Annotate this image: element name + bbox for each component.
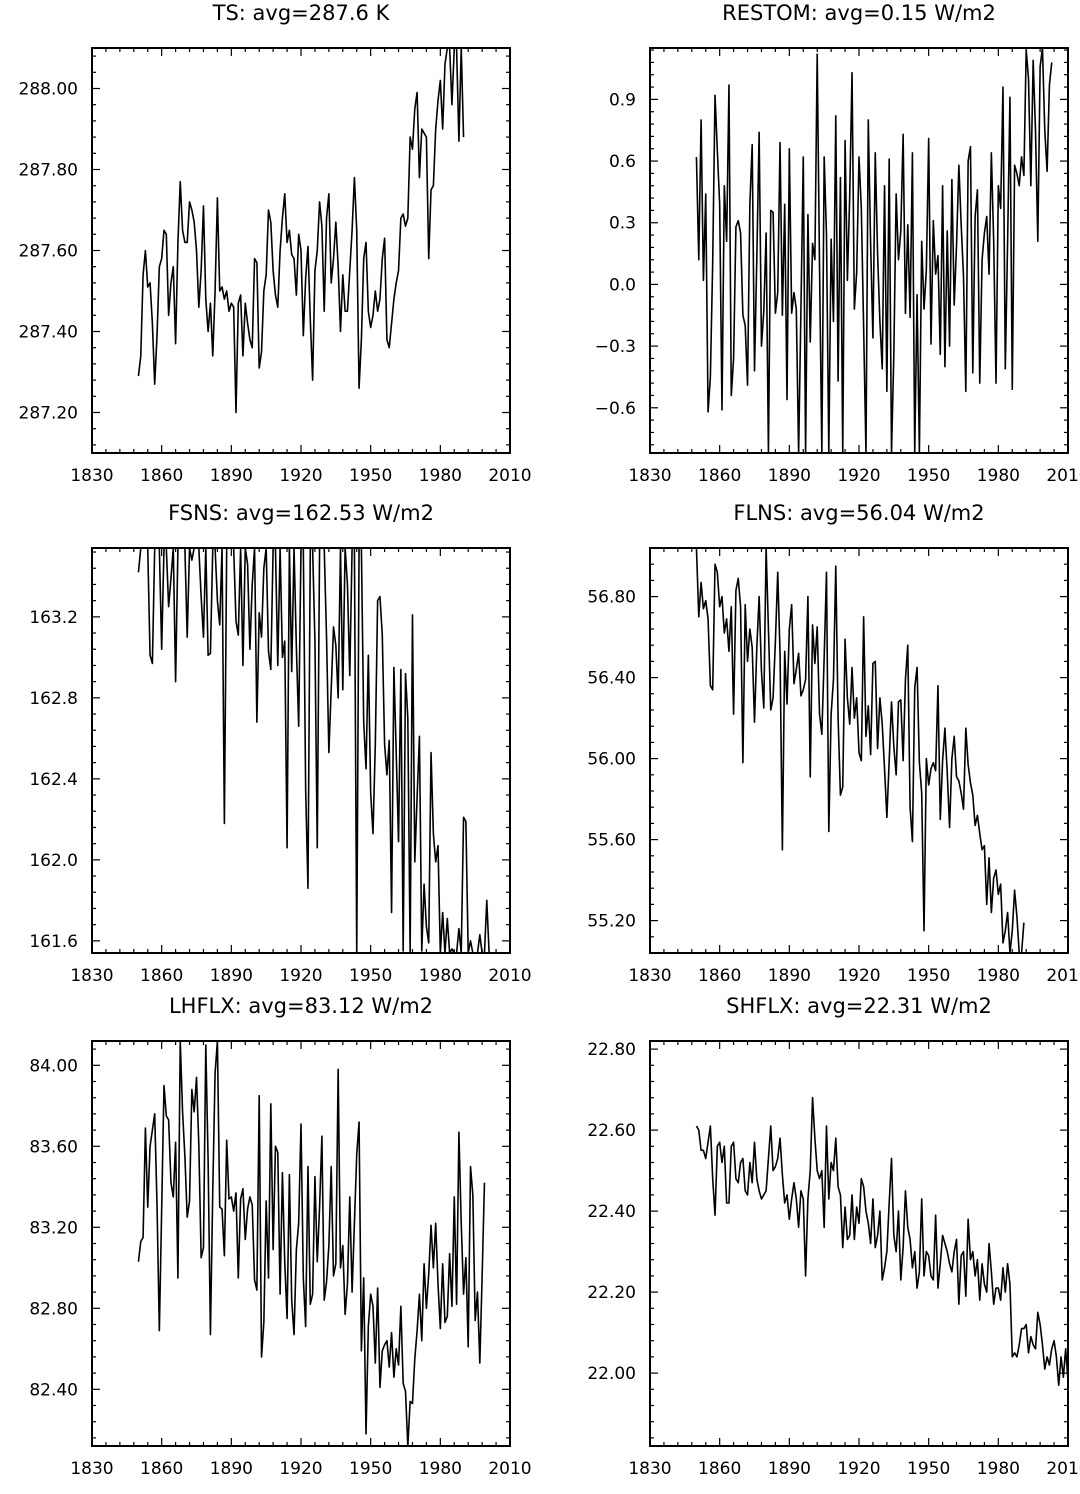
x-tick-label: 1980 — [977, 1459, 1020, 1479]
x-tick-label: 1890 — [210, 1459, 253, 1479]
x-tick-label: 1950 — [349, 466, 392, 486]
y-tick-label: 82.80 — [29, 1299, 78, 1319]
y-tick-label: 162.4 — [29, 770, 78, 790]
x-tick-label: 1860 — [140, 1459, 183, 1479]
y-tick-label: 287.20 — [19, 404, 78, 424]
x-tick-label: 2010 — [488, 966, 531, 986]
x-tick-label: 1980 — [419, 966, 462, 986]
x-tick-label: 1860 — [698, 1459, 741, 1479]
y-tick-label: 0.0 — [609, 275, 636, 295]
x-tick-label: 1950 — [349, 1459, 392, 1479]
x-tick-label: 1830 — [70, 966, 113, 986]
x-tick-label: 1890 — [768, 1459, 811, 1479]
x-tick-label: 1920 — [279, 466, 322, 486]
x-tick-label: 1980 — [419, 1459, 462, 1479]
y-tick-label: 83.60 — [29, 1137, 78, 1157]
x-tick-label: 2010 — [488, 466, 531, 486]
panel-lhflx: LHFLX: avg=83.12 W/m2 1830 1860 1890 1920 195… — [29, 994, 531, 1479]
x-tick-label: 1830 — [70, 1459, 113, 1479]
y-tick-label: 161.6 — [29, 932, 78, 952]
panel-shflx: SHFLX: avg=22.31 W/m2 1830 1860 1890 1920 195… — [587, 994, 1080, 1479]
x-tick-label: 1860 — [140, 966, 183, 986]
panel-fsns: FSNS: avg=162.53 W/m2 1830 1860 1890 1920 195… — [29, 501, 531, 986]
x-tick-label: 1860 — [698, 966, 741, 986]
y-tick-label: 84.00 — [29, 1056, 78, 1076]
series-line-shflx — [695, 1096, 1068, 1387]
x-tick-label: 1890 — [768, 966, 811, 986]
panel-title-fsns: FSNS: avg=162.53 W/m2 — [168, 501, 434, 525]
y-tick-label: 22.00 — [587, 1364, 636, 1384]
x-tick-label: 2010 — [488, 1459, 531, 1479]
y-tick-label: 56.00 — [587, 750, 636, 770]
y-tick-label: 0.9 — [609, 90, 636, 110]
y-tick-label: 162.8 — [29, 689, 78, 709]
x-tick-label: 1920 — [279, 1459, 322, 1479]
x-tick-label: 1860 — [698, 466, 741, 486]
x-tick-label: 1920 — [837, 1459, 880, 1479]
y-tick-label: −0.3 — [595, 337, 636, 357]
series-line-ts — [137, 48, 465, 414]
x-tick-label: 1830 — [628, 1459, 671, 1479]
x-tick-label: 1950 — [907, 466, 950, 486]
y-tick-label: 287.80 — [19, 161, 78, 181]
series-line-fsns — [137, 548, 490, 953]
y-tick-label: −0.6 — [595, 399, 636, 419]
y-tick-label: 162.0 — [29, 851, 78, 871]
x-tick-label: 1830 — [628, 466, 671, 486]
panel-title-restom: RESTOM: avg=0.15 W/m2 — [722, 1, 996, 25]
panel-title-shflx: SHFLX: avg=22.31 W/m2 — [726, 994, 992, 1018]
x-tick-label: 1890 — [210, 466, 253, 486]
y-tick-label: 22.20 — [587, 1283, 636, 1303]
y-tick-label: 287.60 — [19, 242, 78, 262]
y-tick-label: 55.20 — [587, 912, 636, 932]
plot-frame-shflx — [649, 1040, 1069, 1447]
y-tick-label: 83.20 — [29, 1218, 78, 1238]
y-tick-label: 82.40 — [29, 1380, 78, 1400]
series-line-restom — [695, 48, 1053, 453]
x-tick-label: 1890 — [768, 466, 811, 486]
x-tick-label: 1980 — [419, 466, 462, 486]
y-tick-label: 288.00 — [19, 80, 78, 100]
x-tick-label: 1920 — [279, 966, 322, 986]
x-tick-label: 1980 — [977, 466, 1020, 486]
panel-restom: RESTOM: avg=0.15 W/m2 1830 1860 1890 1920 195… — [595, 1, 1080, 486]
x-tick-label: 2010 — [1046, 966, 1080, 986]
panel-title-ts: TS: avg=287.6 K — [212, 1, 391, 25]
panel-title-flns: FLNS: avg=56.04 W/m2 — [733, 501, 984, 525]
x-tick-label: 2010 — [1046, 1459, 1080, 1479]
x-tick-label: 1980 — [977, 966, 1020, 986]
panel-flns: FLNS: avg=56.04 W/m2 1830 1860 1890 1920 1950… — [587, 501, 1080, 986]
x-tick-label: 1950 — [349, 966, 392, 986]
y-tick-label: 56.40 — [587, 669, 636, 689]
x-tick-label: 1890 — [210, 966, 253, 986]
y-tick-label: 56.80 — [587, 588, 636, 608]
y-tick-label: 0.3 — [609, 214, 636, 234]
x-tick-label: 1830 — [628, 966, 671, 986]
x-tick-label: 1950 — [907, 1459, 950, 1479]
y-tick-label: 22.40 — [587, 1202, 636, 1222]
panel-ts: TS: avg=287.6 K 1830 1860 1890 1920 1950 1980 2… — [19, 1, 532, 486]
panel-title-lhflx: LHFLX: avg=83.12 W/m2 — [169, 994, 433, 1018]
x-tick-label: 1830 — [70, 466, 113, 486]
y-tick-label: 22.60 — [587, 1121, 636, 1141]
x-tick-label: 1860 — [140, 466, 183, 486]
series-line-lhflx — [137, 1041, 486, 1446]
plot-frame-lhflx — [91, 1040, 511, 1447]
y-tick-label: 55.60 — [587, 831, 636, 851]
y-tick-label: 0.6 — [609, 152, 636, 172]
x-tick-label: 1920 — [837, 966, 880, 986]
x-tick-label: 2010 — [1046, 466, 1080, 486]
y-tick-label: 163.2 — [29, 608, 78, 628]
x-tick-label: 1920 — [837, 466, 880, 486]
series-line-flns — [695, 548, 1025, 953]
x-tick-label: 1950 — [907, 966, 950, 986]
y-tick-label: 287.40 — [19, 323, 78, 343]
y-tick-label: 22.80 — [587, 1040, 636, 1060]
